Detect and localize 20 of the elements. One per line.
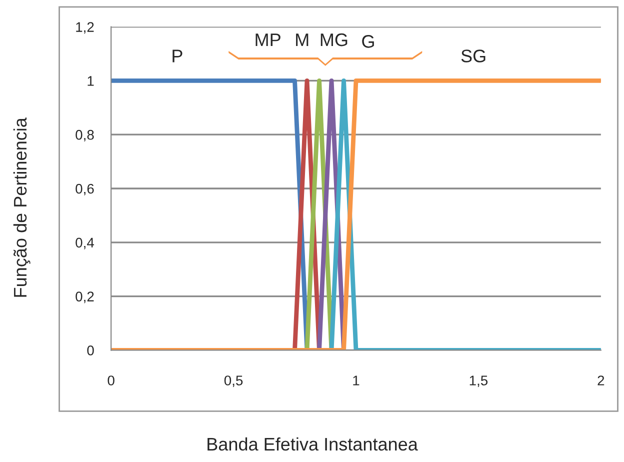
annotation: MG (320, 33, 348, 46)
annotation: G (362, 35, 374, 48)
x-tick-label: 0 (108, 376, 114, 386)
y-tick-label: 0,8 (76, 130, 94, 142)
y-tick-label: 0,6 (76, 184, 94, 196)
y-tick-label: 0,2 (76, 292, 94, 304)
y-axis-title: Função de Pertinencia (13, 118, 30, 297)
x-tick-label: 0,5 (224, 376, 243, 388)
x-axis-title: Banda Efetiva Instantanea (208, 437, 418, 451)
annotation: SG (461, 50, 486, 62)
annotation: M (296, 34, 308, 46)
y-tick-label: 0,4 (76, 238, 94, 250)
annotation: MP (256, 34, 280, 46)
x-tick-label: 1 (353, 376, 360, 386)
x-tick-label: 2 (598, 376, 604, 386)
annotation: P (172, 50, 182, 62)
y-tick-label: 0 (87, 346, 94, 356)
y-tick-label: 1,2 (76, 22, 94, 34)
x-tick-label: 1,5 (470, 376, 488, 388)
y-tick-label: 1 (88, 76, 94, 86)
